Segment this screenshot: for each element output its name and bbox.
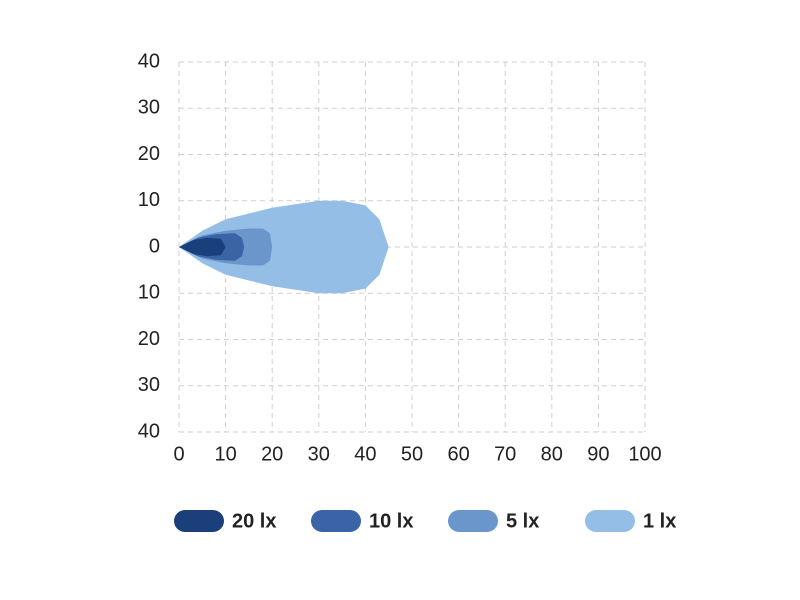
y-tick-label: 40 (138, 420, 160, 442)
x-tick-label: 40 (354, 443, 376, 465)
y-tick-label: 20 (138, 143, 160, 165)
legend-label: 10 lx (369, 510, 413, 532)
x-tick-label: 70 (494, 443, 516, 465)
y-tick-label: 10 (138, 189, 160, 211)
legend-label: 1 lx (643, 510, 676, 532)
legend-swatch (174, 510, 224, 532)
legend-label: 20 lx (232, 510, 276, 532)
x-tick-label: 90 (587, 443, 609, 465)
legend-swatch (585, 510, 635, 532)
beam-area (179, 200, 389, 294)
legend-swatch (448, 510, 498, 532)
y-tick-label: 30 (138, 374, 160, 396)
beam-area (179, 237, 226, 257)
legend-label: 5 lx (506, 510, 539, 532)
x-tick-label: 30 (308, 443, 330, 465)
x-tick-label: 100 (628, 443, 661, 465)
x-tick-label: 60 (447, 443, 469, 465)
y-tick-label: 0 (149, 235, 160, 257)
legend-swatch (311, 510, 361, 532)
x-tick-label: 50 (401, 443, 423, 465)
y-tick-label: 40 (138, 50, 160, 72)
y-tick-label: 10 (138, 282, 160, 304)
y-tick-label: 30 (138, 97, 160, 119)
x-tick-label: 0 (173, 443, 184, 465)
x-tick-label: 10 (214, 443, 236, 465)
x-tick-label: 80 (541, 443, 563, 465)
x-tick-label: 20 (261, 443, 283, 465)
y-tick-label: 20 (138, 328, 160, 350)
